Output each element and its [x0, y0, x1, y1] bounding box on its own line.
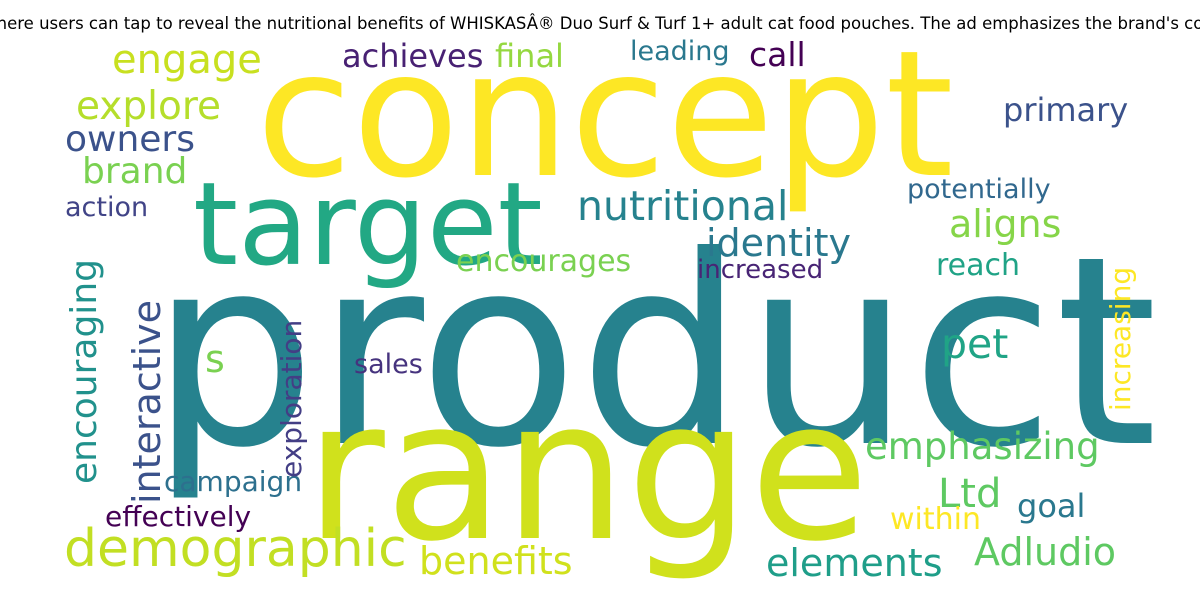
word-elements: elements: [766, 541, 943, 585]
word-range: range: [305, 358, 870, 584]
word-sales: sales: [354, 349, 423, 380]
word-effectively: effectively: [105, 500, 252, 533]
word-action: action: [65, 192, 149, 223]
word-concept: concept: [256, 14, 954, 217]
word-primary: primary: [1003, 91, 1129, 129]
word-s: s: [205, 337, 225, 381]
word-engage: engage: [112, 37, 262, 83]
word-increasing: increasing: [1104, 266, 1137, 411]
word-explore: explore: [76, 84, 222, 129]
word-pet: pet: [941, 320, 1009, 368]
word-adludio: Adludio: [974, 530, 1117, 574]
word-within: within: [890, 502, 981, 537]
word-demographic: demographic: [64, 519, 407, 579]
word-increased: increased: [697, 255, 824, 285]
word-product: product: [150, 200, 1158, 505]
word-brand: brand: [82, 151, 188, 192]
word-reach: reach: [936, 248, 1021, 283]
word-call: call: [749, 35, 806, 74]
word-benefits: benefits: [419, 539, 573, 583]
word-interactive: interactive: [125, 299, 169, 504]
word-owners: owners: [65, 119, 195, 160]
word-nutritional: nutritional: [577, 182, 789, 230]
word-leading: leading: [630, 36, 730, 67]
word-aligns: aligns: [949, 202, 1062, 246]
chart-title: here users can tap to reveal the nutriti…: [0, 14, 1200, 33]
word-ltd: Ltd: [938, 471, 1002, 517]
word-campaign: campaign: [164, 465, 303, 498]
word-exploration: exploration: [275, 319, 308, 478]
word-encourages: encourages: [456, 244, 632, 279]
word-identity: identity: [706, 221, 851, 265]
word-encouraging: encouraging: [64, 259, 105, 484]
word-target: target: [193, 158, 543, 292]
word-goal: goal: [1017, 487, 1086, 525]
word-potentially: potentially: [907, 174, 1051, 205]
word-final: final: [495, 37, 564, 75]
word-emphasizing: emphasizing: [865, 425, 1100, 468]
word-achieves: achieves: [342, 37, 484, 75]
